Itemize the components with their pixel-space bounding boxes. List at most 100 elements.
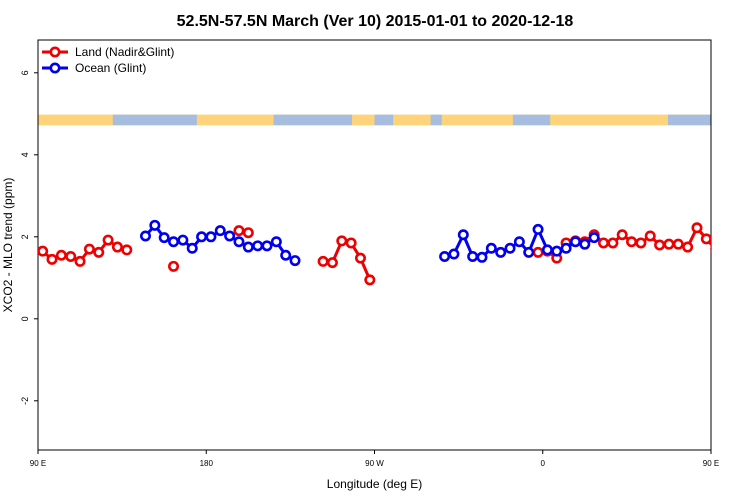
data-point — [149, 219, 161, 231]
ocean-band-segment — [430, 114, 442, 126]
data-point — [233, 236, 245, 248]
data-point — [46, 253, 58, 265]
x-tick-label: 0 — [541, 459, 546, 468]
data-point — [93, 246, 105, 258]
legend-ocean-label: Ocean (Glint) — [75, 61, 146, 75]
series-land — [38, 222, 748, 286]
data-point — [345, 237, 357, 249]
data-point — [691, 222, 703, 234]
data-point — [252, 240, 264, 252]
data-point — [663, 238, 675, 250]
data-point — [569, 236, 581, 248]
data-point — [523, 246, 535, 258]
data-point — [560, 242, 572, 254]
data-point — [214, 225, 226, 237]
data-point — [607, 237, 619, 249]
legend-ocean-marker — [49, 62, 61, 74]
data-point — [672, 238, 684, 250]
x-tick-label: 180 — [200, 459, 214, 468]
data-point — [354, 252, 366, 264]
data-point — [740, 251, 748, 259]
legend: Land (Nadir&Glint) Ocean (Glint) — [42, 45, 174, 75]
x-tick-label: 90 E — [30, 459, 46, 468]
data-point — [721, 247, 729, 255]
x-tick-label: 90 E — [703, 459, 719, 468]
data-point — [55, 249, 67, 261]
data-point — [168, 236, 180, 248]
data-point — [654, 239, 666, 251]
data-point — [626, 236, 638, 248]
data-point — [682, 241, 694, 253]
data-point — [336, 235, 348, 247]
data-point — [457, 229, 469, 241]
data-point — [579, 238, 591, 250]
data-point — [532, 246, 544, 258]
y-tick-label: 4 — [20, 152, 30, 157]
y-axis-label: XCO2 - MLO trend (ppm) — [1, 178, 15, 313]
data-point — [317, 255, 329, 267]
data-point — [326, 257, 338, 269]
data-point — [102, 234, 114, 246]
data-point — [139, 230, 151, 242]
legend-land-label: Land (Nadir&Glint) — [75, 45, 174, 59]
data-point — [635, 237, 647, 249]
chart-title: 52.5N-57.5N March (Ver 10) 2015-01-01 to… — [177, 13, 574, 30]
data-point — [65, 250, 77, 262]
ocean-band-segment — [668, 114, 711, 126]
data-point — [121, 244, 133, 256]
y-tick-label: -2 — [20, 397, 30, 405]
y-tick-label: 0 — [20, 316, 30, 321]
x-tick-label: 90 W — [365, 459, 384, 468]
data-point — [513, 236, 525, 248]
data-point — [551, 245, 563, 257]
data-point — [504, 242, 516, 254]
data-point — [644, 230, 656, 242]
data-point — [177, 234, 189, 246]
x-axis-label: Longitude (deg E) — [327, 477, 422, 491]
ocean-band-segment — [273, 114, 353, 126]
data-point — [495, 246, 507, 258]
data-point — [448, 248, 460, 260]
data-point — [364, 274, 376, 286]
data-point — [485, 242, 497, 254]
data-point — [710, 246, 711, 252]
data-point — [289, 255, 301, 267]
data-point — [280, 249, 292, 261]
data-point — [532, 223, 544, 235]
data-point — [476, 251, 488, 263]
series-layer — [38, 219, 748, 286]
data-point — [616, 229, 628, 241]
data-point — [111, 241, 123, 253]
y-tick-label: 6 — [20, 70, 30, 75]
data-point — [242, 241, 254, 253]
axes: 90 E 180 90 W 0 90 E -2 0 2 4 6 — [20, 70, 719, 468]
data-point — [168, 260, 180, 272]
data-point — [233, 225, 245, 237]
data-point — [467, 250, 479, 262]
ocean-band-segment — [112, 114, 197, 126]
data-point — [270, 236, 282, 248]
data-point — [224, 230, 236, 242]
data-point — [541, 244, 553, 256]
data-point — [700, 233, 711, 245]
data-point — [588, 232, 600, 244]
y-tick-label: 2 — [20, 234, 30, 239]
ocean-band-segment — [512, 114, 551, 126]
data-point — [158, 232, 170, 244]
data-point — [730, 254, 738, 262]
legend-land-marker — [49, 46, 61, 58]
ocean-band-segment — [374, 114, 394, 126]
data-point — [83, 243, 95, 255]
land-ocean-band — [38, 114, 711, 126]
data-point — [205, 231, 217, 243]
series-ocean — [139, 219, 600, 267]
data-point — [439, 250, 451, 262]
data-point — [38, 245, 49, 257]
data-point — [196, 231, 208, 243]
data-point — [186, 242, 198, 254]
data-point — [74, 255, 86, 267]
data-point — [261, 240, 273, 252]
data-point — [598, 237, 610, 249]
data-point — [242, 227, 254, 239]
